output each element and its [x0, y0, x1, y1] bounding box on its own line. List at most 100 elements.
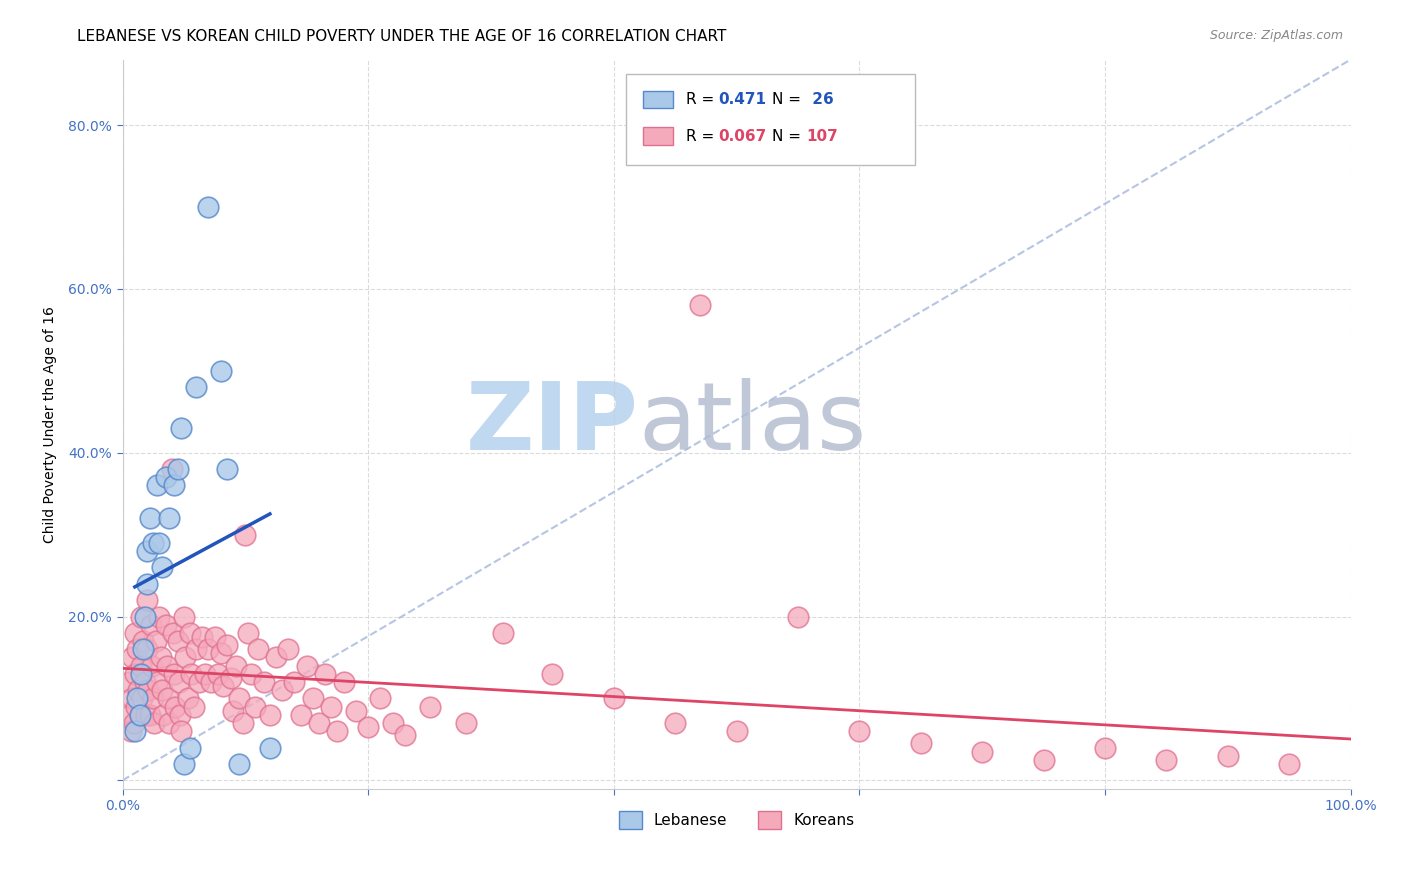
Point [129, 666, 152, 681]
Point [194, 666, 217, 681]
Text: R =: R = [686, 128, 720, 144]
Point [121, 691, 143, 706]
Point [136, 593, 159, 607]
Text: R =: R = [686, 92, 720, 107]
Point [456, 716, 478, 731]
Point [236, 626, 259, 640]
Point [150, 683, 173, 698]
Point [344, 704, 367, 718]
Point [176, 691, 198, 706]
Y-axis label: Child Poverty Under the Age of 16: Child Poverty Under the Age of 16 [44, 306, 58, 542]
Point [1032, 753, 1054, 767]
Text: 0.067: 0.067 [718, 128, 766, 144]
Point [142, 691, 165, 706]
Point [129, 609, 152, 624]
Point [197, 200, 219, 214]
Point [165, 699, 187, 714]
Point [146, 675, 169, 690]
Point [200, 675, 222, 690]
Point [167, 675, 190, 690]
Point [370, 691, 392, 706]
Point [139, 617, 162, 632]
Point [136, 544, 159, 558]
Point [228, 756, 250, 771]
Point [173, 609, 195, 624]
Point [664, 716, 686, 731]
Point [233, 527, 256, 541]
Point [232, 716, 254, 731]
Point [603, 691, 626, 706]
Point [179, 740, 201, 755]
Point [283, 675, 305, 690]
Point [132, 642, 155, 657]
Point [166, 634, 188, 648]
Point [253, 675, 276, 690]
Point [219, 671, 242, 685]
Point [910, 736, 932, 750]
Point [155, 470, 177, 484]
Point [124, 724, 146, 739]
Point [152, 707, 174, 722]
Point [492, 626, 515, 640]
Point [166, 462, 188, 476]
Point [259, 707, 281, 722]
Text: 26: 26 [807, 92, 834, 107]
Point [156, 691, 179, 706]
Point [148, 609, 170, 624]
Point [138, 511, 160, 525]
Point [1156, 753, 1178, 767]
Point [228, 691, 250, 706]
Point [209, 646, 232, 660]
Text: atlas: atlas [638, 378, 866, 470]
Point [1094, 740, 1116, 755]
Point [326, 724, 349, 739]
FancyBboxPatch shape [626, 74, 915, 165]
Point [141, 658, 163, 673]
Point [146, 478, 169, 492]
Point [1216, 748, 1239, 763]
Point [222, 704, 245, 718]
Text: LEBANESE VS KOREAN CHILD POVERTY UNDER THE AGE OF 16 CORRELATION CHART: LEBANESE VS KOREAN CHILD POVERTY UNDER T… [77, 29, 727, 44]
Point [186, 380, 208, 394]
Point [173, 756, 195, 771]
Point [162, 626, 184, 640]
Point [1278, 756, 1301, 771]
Point [332, 675, 354, 690]
Point [127, 683, 149, 698]
Point [186, 642, 208, 657]
Point [212, 679, 235, 693]
Point [215, 638, 238, 652]
Point [134, 675, 156, 690]
Point [302, 691, 325, 706]
Point [197, 642, 219, 657]
Text: 0.471: 0.471 [718, 92, 766, 107]
Text: ZIP: ZIP [465, 378, 638, 470]
Point [787, 609, 810, 624]
Point [124, 666, 146, 681]
Point [136, 576, 159, 591]
Point [170, 724, 193, 739]
Point [138, 707, 160, 722]
Point [207, 666, 229, 681]
Point [120, 724, 142, 739]
Point [419, 699, 441, 714]
Point [209, 364, 232, 378]
Point [972, 745, 994, 759]
FancyBboxPatch shape [643, 91, 672, 109]
Point [725, 724, 748, 739]
Point [128, 707, 150, 722]
Point [271, 683, 294, 698]
Point [135, 707, 157, 722]
Point [179, 626, 201, 640]
Point [163, 478, 186, 492]
Point [246, 642, 269, 657]
Text: N =: N = [772, 92, 806, 107]
Point [125, 699, 148, 714]
Point [259, 740, 281, 755]
Point [169, 707, 191, 722]
Point [357, 720, 380, 734]
Point [295, 658, 318, 673]
Point [132, 634, 155, 648]
Point [191, 630, 214, 644]
Point [128, 707, 150, 722]
